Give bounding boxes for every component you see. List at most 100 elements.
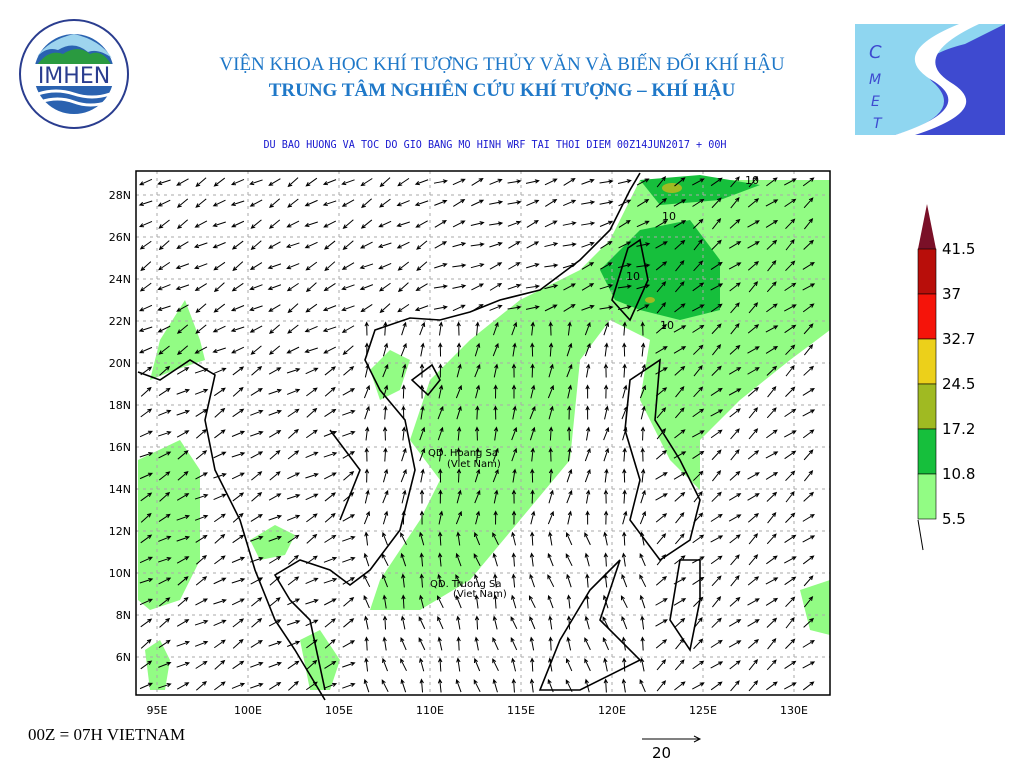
wind-vector-arrow bbox=[213, 451, 227, 459]
wind-vector-arrow bbox=[604, 468, 609, 483]
wind-vector-arrow bbox=[803, 617, 815, 628]
wind-vector-arrow bbox=[493, 489, 499, 504]
wind-speed-17.2-24.5-area bbox=[645, 297, 655, 303]
wind-vector-arrow bbox=[565, 532, 573, 546]
wind-vector-arrow bbox=[656, 659, 667, 671]
wind-vector-arrow bbox=[400, 532, 407, 546]
wind-vector-arrow bbox=[474, 615, 480, 630]
wind-vector-arrow bbox=[728, 388, 742, 396]
wind-vector-arrow bbox=[603, 573, 608, 588]
wind-vector-arrow bbox=[139, 598, 153, 606]
wind-vector-arrow bbox=[673, 598, 687, 606]
wind-vector-arrow bbox=[747, 387, 759, 397]
wind-vector-arrow bbox=[342, 451, 356, 459]
wind-vector-arrow bbox=[548, 342, 554, 357]
wind-vector-arrow bbox=[639, 678, 646, 693]
svg-text:E: E bbox=[871, 94, 880, 110]
wind-vector-arrow bbox=[456, 615, 461, 630]
wind-vector-arrow bbox=[728, 514, 742, 522]
wind-vector-arrow bbox=[581, 241, 595, 248]
wind-vector-arrow bbox=[802, 261, 815, 270]
wind-vector-arrow bbox=[584, 658, 591, 672]
wind-vector-arrow bbox=[437, 595, 444, 609]
wind-vector-arrow bbox=[581, 178, 595, 185]
wind-vector-arrow bbox=[157, 305, 171, 312]
wind-vector-arrow bbox=[396, 221, 410, 228]
wind-vector-arrow bbox=[176, 619, 190, 627]
wind-vector-arrow bbox=[214, 429, 226, 439]
coastline bbox=[538, 559, 642, 691]
wind-vector-arrow bbox=[567, 321, 572, 336]
wind-vector-arrow bbox=[139, 451, 154, 458]
wind-vector-arrow bbox=[287, 303, 299, 314]
wind-vector-arrow bbox=[674, 365, 686, 376]
wind-vector-arrow bbox=[341, 284, 355, 291]
wind-vector-arrow bbox=[675, 512, 685, 524]
wind-vector-arrow bbox=[305, 619, 319, 627]
wind-vector-arrow bbox=[382, 594, 387, 609]
wind-vector-arrow bbox=[636, 263, 651, 268]
wind-vector-arrow bbox=[378, 262, 392, 270]
wind-vector-arrow bbox=[343, 471, 355, 481]
wind-vector-arrow bbox=[268, 178, 281, 186]
wind-vector-arrow bbox=[622, 657, 627, 672]
wind-vector-arrow bbox=[784, 534, 797, 544]
wind-vector-arrow bbox=[433, 179, 448, 184]
wind-vector-arrow bbox=[251, 597, 263, 607]
wind-vector-arrow bbox=[304, 347, 318, 354]
wind-vector-arrow bbox=[655, 241, 668, 249]
wind-vector-arrow bbox=[474, 594, 479, 609]
wind-vector-arrow bbox=[493, 573, 498, 588]
wind-vector-arrow bbox=[530, 657, 535, 672]
wind-vector-arrow bbox=[195, 408, 208, 417]
wind-vector-arrow bbox=[692, 430, 705, 438]
wind-vector-arrow bbox=[566, 615, 572, 630]
wind-vector-arrow bbox=[176, 682, 190, 690]
wind-vector-arrow bbox=[492, 342, 499, 357]
wind-vector-arrow bbox=[729, 534, 741, 544]
wind-vector-arrow bbox=[730, 176, 740, 188]
wind-vector-arrow bbox=[470, 221, 485, 226]
wind-vector-arrow bbox=[268, 304, 281, 312]
wind-vector-arrow bbox=[765, 345, 779, 354]
wind-vector-arrow bbox=[400, 658, 407, 672]
legend-level-label: 5.5 bbox=[942, 510, 966, 528]
wind-vector-arrow bbox=[508, 241, 521, 249]
wind-vector-arrow bbox=[195, 324, 207, 334]
wind-vector-arrow bbox=[195, 428, 207, 439]
wind-vector-arrow bbox=[342, 345, 354, 355]
wind-vector-arrow bbox=[140, 638, 152, 649]
wind-vector-arrow bbox=[400, 342, 407, 357]
wind-vector-arrow bbox=[640, 321, 645, 336]
wind-vector-arrow bbox=[511, 321, 518, 336]
wind-vector-arrow bbox=[655, 323, 667, 334]
wind-vector-arrow bbox=[747, 598, 760, 606]
wind-vector-arrow bbox=[674, 617, 686, 628]
wind-vector-arrow bbox=[286, 514, 301, 521]
wind-vector-arrow bbox=[785, 218, 796, 230]
wind-vector-arrow bbox=[621, 552, 627, 567]
wind-vector-arrow bbox=[748, 680, 759, 692]
wind-vector-arrow bbox=[401, 321, 407, 336]
wind-vector-arrow bbox=[767, 385, 777, 398]
wind-vector-arrow bbox=[269, 471, 281, 481]
wind-speed-5.5-10.8-area bbox=[370, 180, 830, 610]
wind-vector-arrow bbox=[306, 429, 318, 439]
wind-vector-arrow bbox=[400, 636, 407, 651]
wind-vector-arrow bbox=[456, 531, 461, 546]
lon-label: 95E bbox=[147, 704, 168, 717]
wind-vector-arrow bbox=[249, 262, 263, 271]
wind-vector-arrow bbox=[323, 283, 336, 292]
wind-vector-arrow bbox=[231, 682, 246, 689]
wind-vector-arrow bbox=[784, 304, 797, 312]
wind-vector-arrow bbox=[287, 534, 300, 544]
coastline bbox=[624, 358, 701, 562]
wind-vector-arrow bbox=[342, 240, 354, 250]
wind-vector-arrow bbox=[286, 346, 300, 354]
wind-vector-arrow bbox=[363, 574, 371, 588]
wind-vector-arrow bbox=[324, 261, 336, 272]
wind-vector-arrow bbox=[324, 638, 336, 649]
wind-vector-arrow bbox=[438, 342, 443, 357]
wind-speed-5.5-10.8-area bbox=[250, 525, 295, 560]
wind-vector-arrow bbox=[230, 305, 245, 312]
